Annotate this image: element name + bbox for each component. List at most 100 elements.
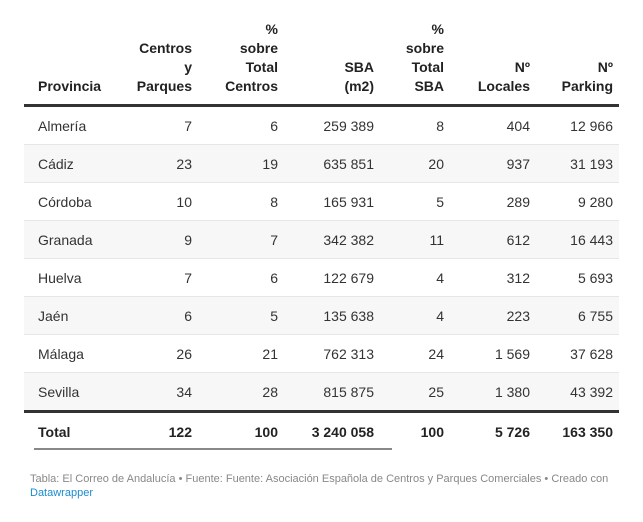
cell-value: 937 <box>450 144 536 183</box>
column-header-text: % <box>431 21 444 37</box>
cell-value: 25 <box>380 372 450 413</box>
cell-value: 135 638 <box>284 296 380 335</box>
cell-value: 24 <box>380 334 450 373</box>
column-header[interactable]: % sobre Total SBA <box>380 20 450 107</box>
column-header-text: Centros <box>139 40 192 56</box>
cell-value: 5 693 <box>536 258 619 297</box>
cell-value: 20 <box>380 144 450 183</box>
cell-value: 31 193 <box>536 144 619 183</box>
row-label: Córdoba <box>24 182 114 221</box>
cell-value: 28 <box>198 372 284 413</box>
row-label: Granada <box>24 220 114 259</box>
cell-value: 12 966 <box>536 105 619 145</box>
column-header-text: Centros <box>225 78 278 94</box>
total-row: Total 122 100 3 240 058 100 5 726 163 350 <box>24 412 619 452</box>
cell-value: 223 <box>450 296 536 335</box>
column-header-text: SBA <box>344 59 374 75</box>
cell-value: 342 382 <box>284 220 380 259</box>
decorative-underline <box>34 448 392 450</box>
row-label: Total <box>38 424 71 440</box>
column-header[interactable]: SBA (m2) <box>284 20 380 107</box>
row-label: Jaén <box>24 296 114 335</box>
column-header-text: Total <box>411 59 444 75</box>
row-label: Cádiz <box>24 144 114 183</box>
cell-value: 6 <box>198 258 284 297</box>
cell-value: 7 <box>114 105 198 145</box>
table-row: Jaén 6 5 135 638 4 223 6 755 <box>24 296 619 335</box>
cell-value: 7 <box>114 258 198 297</box>
column-header-text: Nº <box>514 59 530 75</box>
column-header[interactable]: Nº Parking <box>536 20 619 107</box>
cell-value: 122 <box>168 424 192 440</box>
cell-value: 259 389 <box>284 105 380 145</box>
cell-value: 16 443 <box>536 220 619 259</box>
table-row: Málaga 26 21 762 313 24 1 569 37 628 <box>24 334 619 373</box>
cell-value: 23 <box>114 144 198 183</box>
cell-value: 9 280 <box>536 182 619 221</box>
cell-value: 43 392 <box>536 372 619 413</box>
column-header-text: sobre <box>405 40 444 56</box>
cell-value: 5 <box>380 182 450 221</box>
column-header-text: Parking <box>561 78 613 94</box>
column-header-text: % <box>265 21 278 37</box>
header-row: Provincia Centros y Parques% sobre Total Centr… <box>24 20 619 107</box>
cell-value: 289 <box>450 182 536 221</box>
column-header[interactable]: Centros y Parques <box>114 20 198 107</box>
cell-value: 122 679 <box>284 258 380 297</box>
cell-value: 3 240 058 <box>311 424 374 440</box>
datawrapper-link[interactable]: Datawrapper <box>30 487 93 499</box>
table-row: Granada 9 7 342 382 11 612 16 443 <box>24 220 619 259</box>
table-row: Sevilla 34 28 815 875 25 1 380 43 392 <box>24 372 619 413</box>
column-header-text: Locales <box>477 78 530 94</box>
cell-value: 10 <box>114 182 198 221</box>
table-row: Cádiz 23 19 635 851 20 937 31 193 <box>24 144 619 183</box>
table-row: Almería 7 6 259 389 8 404 12 966 <box>24 105 619 145</box>
column-header-text: (m2) <box>344 78 374 94</box>
table-row: Huelva 7 6 122 679 4 312 5 693 <box>24 258 619 297</box>
cell-value: 762 313 <box>284 334 380 373</box>
cell-value: 19 <box>198 144 284 183</box>
table-row: Córdoba 10 8 165 931 5 289 9 280 <box>24 182 619 221</box>
column-header[interactable]: Nº Locales <box>450 20 536 107</box>
row-label: Almería <box>24 105 114 145</box>
cell-value: 6 755 <box>536 296 619 335</box>
cell-value: 34 <box>114 372 198 413</box>
cell-value: 37 628 <box>536 334 619 373</box>
cell-value: 4 <box>380 258 450 297</box>
data-table: Provincia Centros y Parques% sobre Total Centr… <box>24 20 619 451</box>
row-label: Huelva <box>24 258 114 297</box>
cell-value: 100 <box>254 424 278 440</box>
cell-value: 11 <box>380 220 450 259</box>
column-header[interactable]: Provincia <box>24 20 114 107</box>
cell-value: 165 931 <box>284 182 380 221</box>
column-header-text: Parques <box>136 78 192 94</box>
column-header-text: Total <box>245 59 278 75</box>
cell-value: 635 851 <box>284 144 380 183</box>
row-label: Sevilla <box>24 372 114 413</box>
cell-value: 612 <box>450 220 536 259</box>
cell-value: 1 380 <box>450 372 536 413</box>
cell-value: 21 <box>198 334 284 373</box>
column-header-text: Nº <box>597 59 613 75</box>
cell-value: 312 <box>450 258 536 297</box>
column-header-text: sobre <box>239 40 278 56</box>
column-header-text: SBA <box>414 78 444 94</box>
footer-credits: Tabla: El Correo de Andalucía • Fuente: … <box>30 473 609 485</box>
column-header[interactable]: % sobre Total Centros <box>198 20 284 107</box>
cell-value: 4 <box>380 296 450 335</box>
cell-value: 6 <box>114 296 198 335</box>
cell-value: 1 569 <box>450 334 536 373</box>
row-label: Málaga <box>24 334 114 373</box>
cell-value: 8 <box>198 182 284 221</box>
cell-value: 9 <box>114 220 198 259</box>
cell-value: 6 <box>198 105 284 145</box>
cell-value: 26 <box>114 334 198 373</box>
cell-value: 8 <box>380 105 450 145</box>
cell-value: 404 <box>450 105 536 145</box>
column-header-text: y <box>184 59 192 75</box>
cell-value: 5 <box>198 296 284 335</box>
cell-value: 815 875 <box>284 372 380 413</box>
column-header-text: Provincia <box>38 78 102 94</box>
cell-value: 5 726 <box>494 424 530 440</box>
cell-value: 100 <box>420 424 444 440</box>
